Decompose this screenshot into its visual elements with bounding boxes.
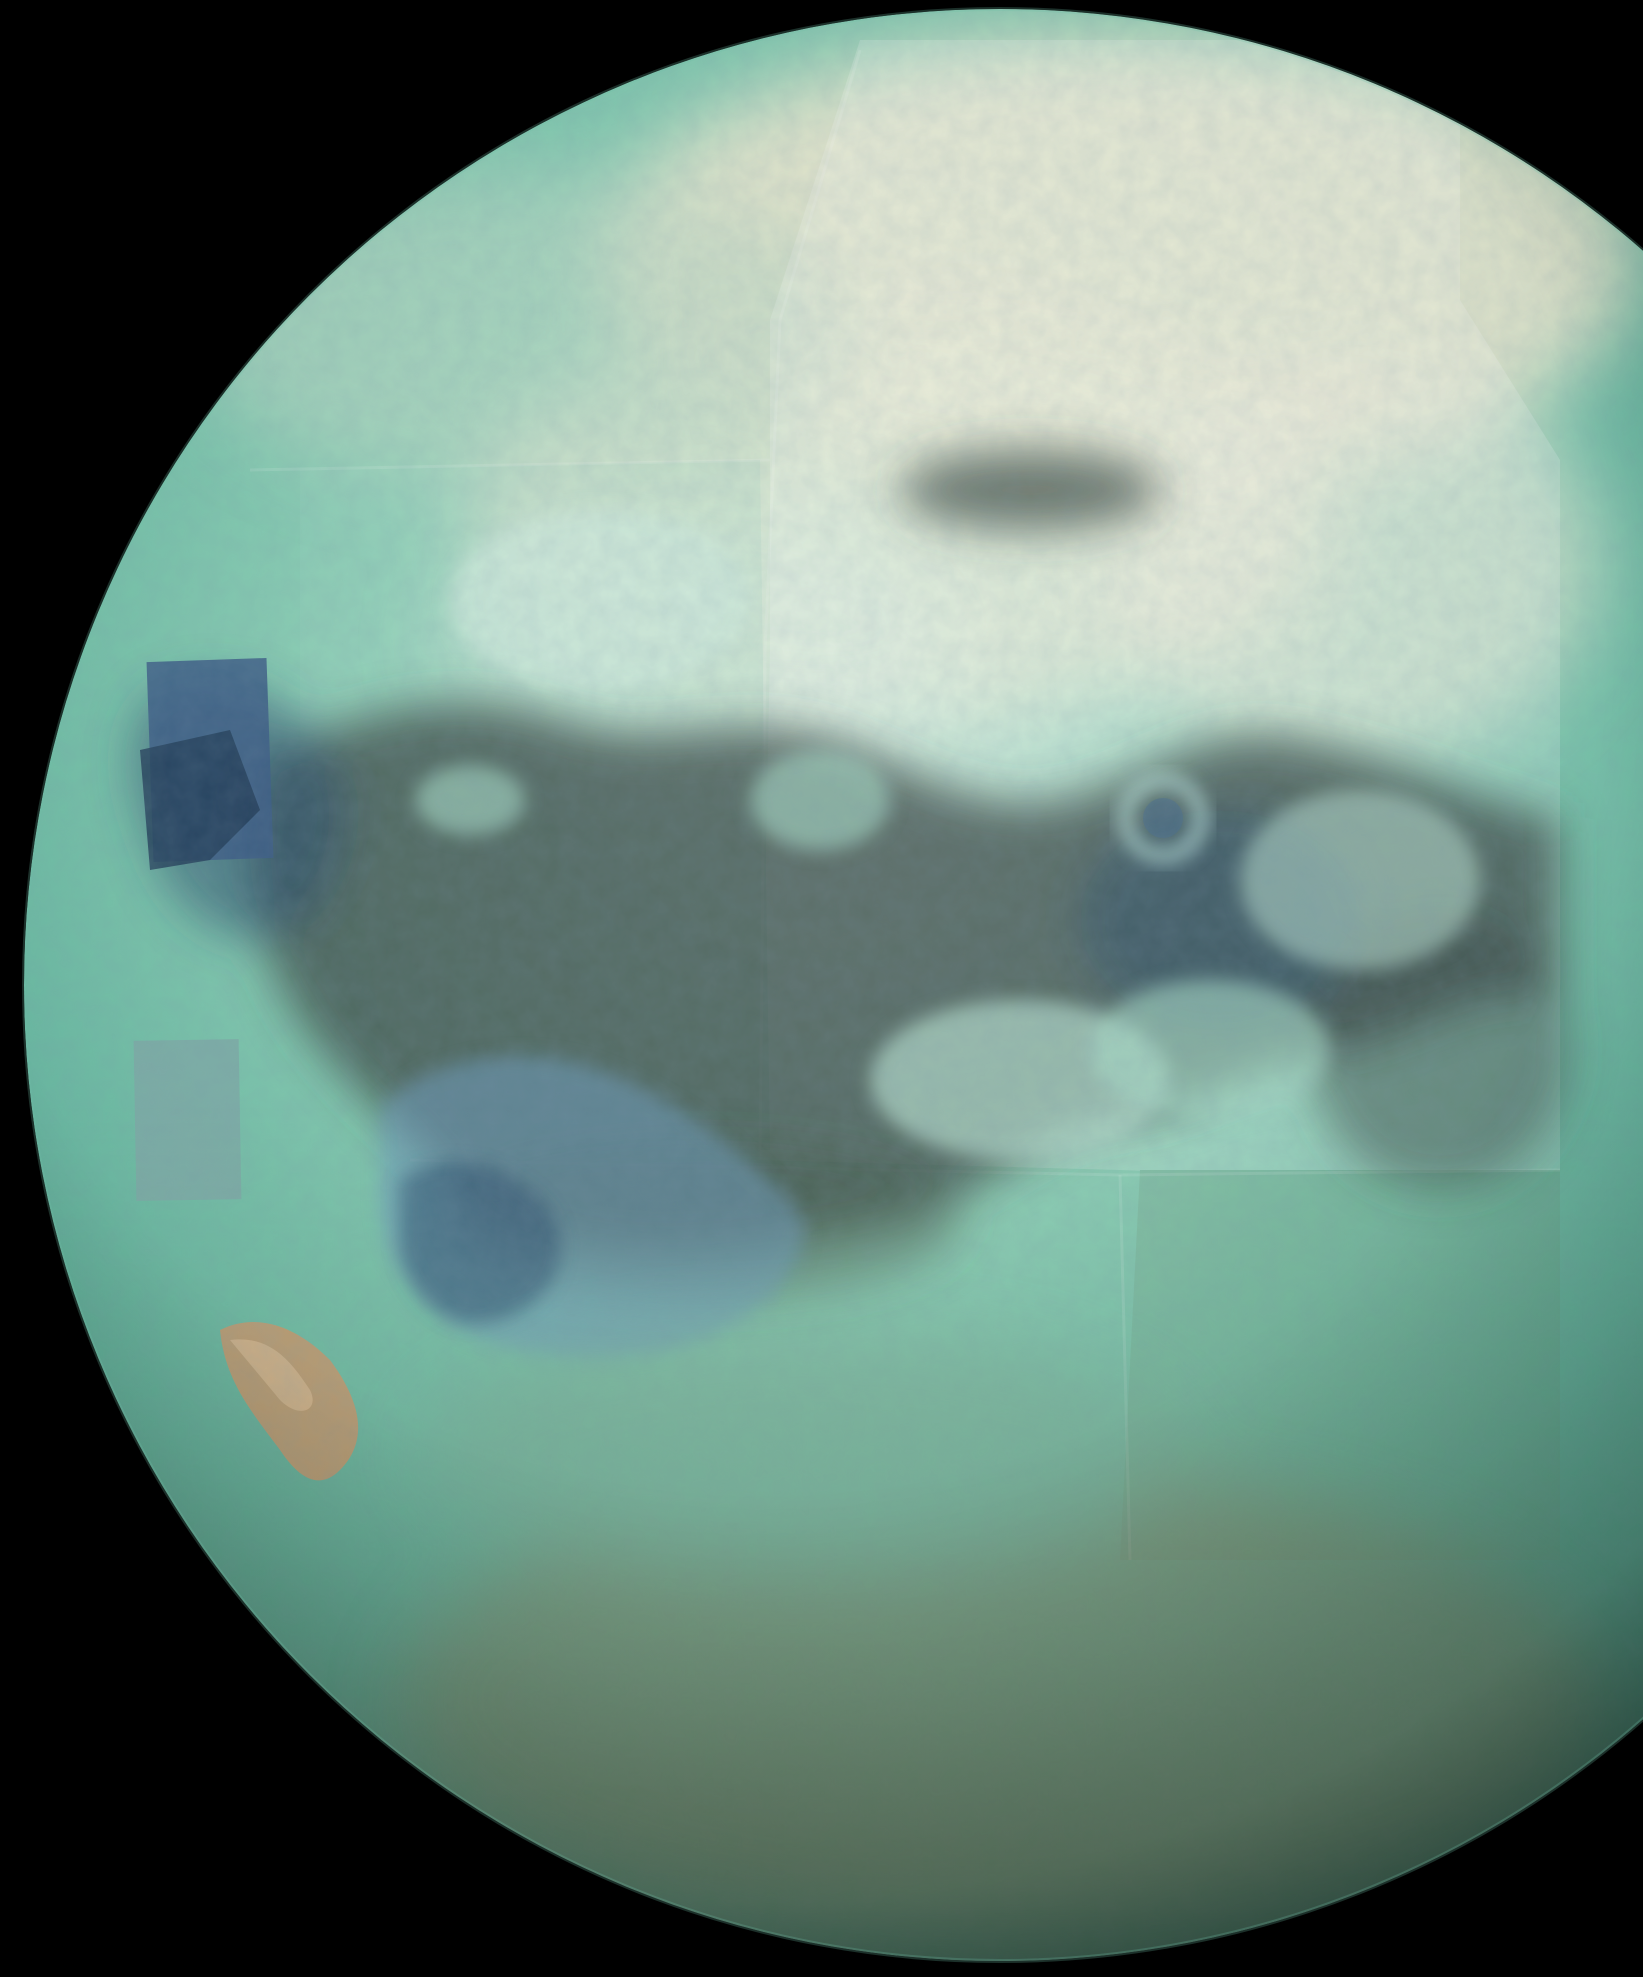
atmosphere-rim [22, 7, 1643, 1963]
